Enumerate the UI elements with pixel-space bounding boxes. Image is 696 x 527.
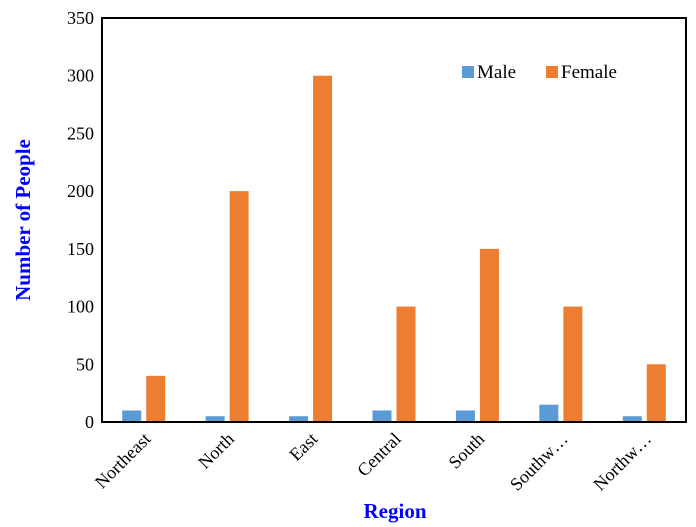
bars-group bbox=[122, 75, 666, 422]
male-bar bbox=[539, 404, 559, 422]
x-tick-label: East bbox=[285, 429, 321, 465]
x-tick-labels: Northeast North East Central South Southw… Nor… bbox=[91, 429, 655, 495]
male-bar bbox=[289, 416, 309, 422]
y-tick-label: 150 bbox=[67, 239, 94, 259]
female-bar bbox=[313, 75, 333, 422]
female-bar bbox=[229, 191, 249, 422]
female-bar bbox=[479, 248, 499, 422]
female-bar bbox=[146, 375, 166, 422]
male-bar bbox=[372, 410, 392, 422]
y-tick-label: 50 bbox=[76, 354, 94, 374]
y-tick-label: 300 bbox=[67, 66, 94, 86]
x-tick-label: Northw… bbox=[589, 429, 655, 495]
legend-item-female: Female bbox=[561, 62, 617, 83]
female-bar bbox=[396, 306, 416, 422]
male-bar bbox=[622, 416, 642, 422]
legend-item-male: Male bbox=[477, 62, 516, 83]
y-tick-label: 250 bbox=[67, 123, 94, 143]
female-bar bbox=[646, 364, 666, 422]
legend-swatch bbox=[462, 66, 474, 78]
male-bar bbox=[122, 410, 142, 422]
y-tick-labels: 0 50 100 150 200 250 300 350 bbox=[67, 8, 94, 432]
y-tick-label: 350 bbox=[67, 8, 94, 28]
legend: Male Female bbox=[462, 62, 617, 83]
y-tick-label: 0 bbox=[85, 412, 94, 432]
x-tick-label: North bbox=[194, 429, 238, 473]
x-tick-label: Northeast bbox=[91, 429, 155, 493]
female-bar bbox=[563, 306, 583, 422]
y-axis-title: Number of People bbox=[11, 139, 35, 301]
x-tick-label: Southw… bbox=[506, 429, 572, 495]
male-bar bbox=[205, 416, 225, 422]
x-tick-label: Central bbox=[353, 429, 405, 481]
plot-area-frame bbox=[101, 17, 687, 423]
legend-swatch bbox=[546, 66, 558, 78]
y-tick-label: 100 bbox=[67, 297, 94, 317]
y-tick-label: 200 bbox=[67, 181, 94, 201]
x-axis-title: Region bbox=[364, 499, 427, 523]
x-tick-label: South bbox=[444, 429, 488, 473]
male-bar bbox=[455, 410, 475, 422]
